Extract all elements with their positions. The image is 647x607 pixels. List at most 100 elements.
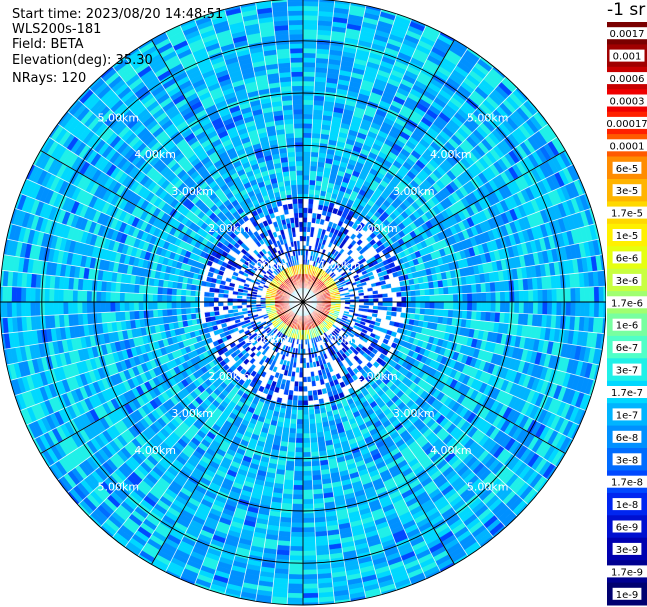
ppi-cell: [514, 301, 520, 314]
ppi-cell: [302, 0, 319, 7]
ppi-cell: [475, 310, 482, 321]
ppi-cell: [288, 564, 304, 571]
ppi-cell: [302, 531, 316, 538]
ppi-cell: [480, 311, 487, 322]
ppi-cell: [302, 76, 316, 82]
ppi-cell: [532, 289, 539, 303]
ppi-cell: [311, 460, 321, 467]
ppi-cell: [302, 484, 314, 491]
ppi-cell: [448, 301, 454, 311]
ppi-cell: [504, 301, 511, 314]
ppi-cell: [467, 292, 473, 303]
ppi-cell: [309, 423, 317, 430]
ppi-cell: [302, 47, 317, 54]
ppi-cell: [284, 474, 295, 481]
ppi-cell: [302, 578, 319, 585]
ppi-cell: [302, 127, 313, 134]
ppi-cell: [302, 489, 314, 496]
ppi-cell: [377, 301, 384, 307]
ppi-cell: [490, 301, 497, 313]
ppi-cell: [396, 301, 402, 308]
ppi-cell: [556, 288, 562, 303]
ppi-cell: [310, 146, 320, 153]
ppi-cell: [309, 437, 318, 444]
ppi-cell: [302, 19, 319, 26]
ppi-cell: [424, 295, 431, 303]
ppi-cell: [288, 437, 297, 444]
ppi-cell: [302, 165, 311, 171]
ppi-cell: [287, 583, 304, 590]
ppi-cell: [291, 513, 304, 519]
ppi-cell: [302, 503, 315, 510]
ppi-cell: [309, 174, 317, 181]
ppi-cell: [504, 290, 511, 303]
ppi-cell: [295, 433, 304, 439]
ppi-cell: [302, 569, 318, 575]
ppi-cell: [565, 301, 572, 317]
ppi-cell: [424, 308, 431, 316]
ppi-cell: [311, 137, 321, 144]
ppi-cell: [293, 480, 304, 486]
ppi-cell: [294, 461, 304, 467]
ppi-cell: [414, 289, 421, 297]
ppi-cell: [476, 292, 482, 303]
ppi-cell: [461, 310, 468, 320]
ppi-cell: [287, 442, 296, 448]
ppi-cell: [298, 381, 304, 387]
ppi-cell: [579, 286, 586, 303]
ppi-cell: [415, 295, 421, 303]
ppi-cell: [294, 456, 304, 463]
ppi-cell: [290, 522, 304, 528]
ppi-cell: [302, 442, 311, 449]
ppi-cell: [292, 494, 304, 500]
ppi-cell: [293, 470, 304, 477]
ppi-cell: [302, 123, 313, 129]
ppi-cell: [291, 503, 304, 510]
ppi-cell: [302, 118, 313, 124]
ppi-cell: [551, 288, 558, 303]
ppi-cell: [302, 550, 317, 557]
ppi-cell: [593, 301, 600, 318]
ppi-cell: [495, 301, 501, 313]
ppi-cell: [302, 137, 312, 143]
ppi-cell: [298, 372, 304, 378]
ppi-cell: [302, 212, 308, 218]
ppi-cell: [419, 288, 426, 297]
ppi-cell: [302, 33, 318, 40]
ppi-cell: [302, 513, 315, 519]
ppi-cell: [438, 308, 445, 317]
ppi-cell: [302, 188, 310, 195]
ppi-cell: [302, 409, 310, 416]
ppi-cell: [302, 61, 316, 68]
ppi-cell: [289, 423, 297, 430]
ppi-cell: [429, 287, 435, 296]
ppi-cell: [308, 418, 317, 425]
ppi-cell: [302, 0, 320, 2]
ppi-cell: [302, 94, 315, 101]
ppi-plot: 1.00km1.00km1.00km1.00km2.00km2.00km2.00…: [0, 0, 606, 606]
ppi-cell: [286, 456, 296, 462]
ppi-cell: [302, 184, 310, 190]
ppi-cell: [310, 142, 320, 148]
ppi-cell: [434, 301, 440, 310]
ppi-cell: [542, 301, 548, 316]
ppi-cell: [307, 395, 314, 401]
ppi-cell: [290, 413, 298, 420]
ppi-cell: [290, 531, 304, 538]
ppi-cell: [546, 301, 553, 316]
ppi-cell: [302, 475, 313, 481]
ppi-cell: [499, 291, 506, 303]
ppi-cell: [438, 301, 445, 310]
ppi-cell: [302, 113, 314, 120]
ppi-cell: [410, 289, 416, 297]
ppi-cell: [302, 376, 308, 383]
ppi-cell: [438, 287, 445, 296]
ppi-cell: [312, 479, 323, 486]
ppi-cell: [532, 301, 539, 315]
ppi-cell: [302, 221, 308, 228]
ppi-cell: [471, 283, 477, 294]
ppi-cell: [302, 71, 316, 77]
ppi-cell: [598, 301, 605, 318]
ppi-cell: [308, 179, 317, 186]
ppi-cell: [419, 307, 426, 316]
